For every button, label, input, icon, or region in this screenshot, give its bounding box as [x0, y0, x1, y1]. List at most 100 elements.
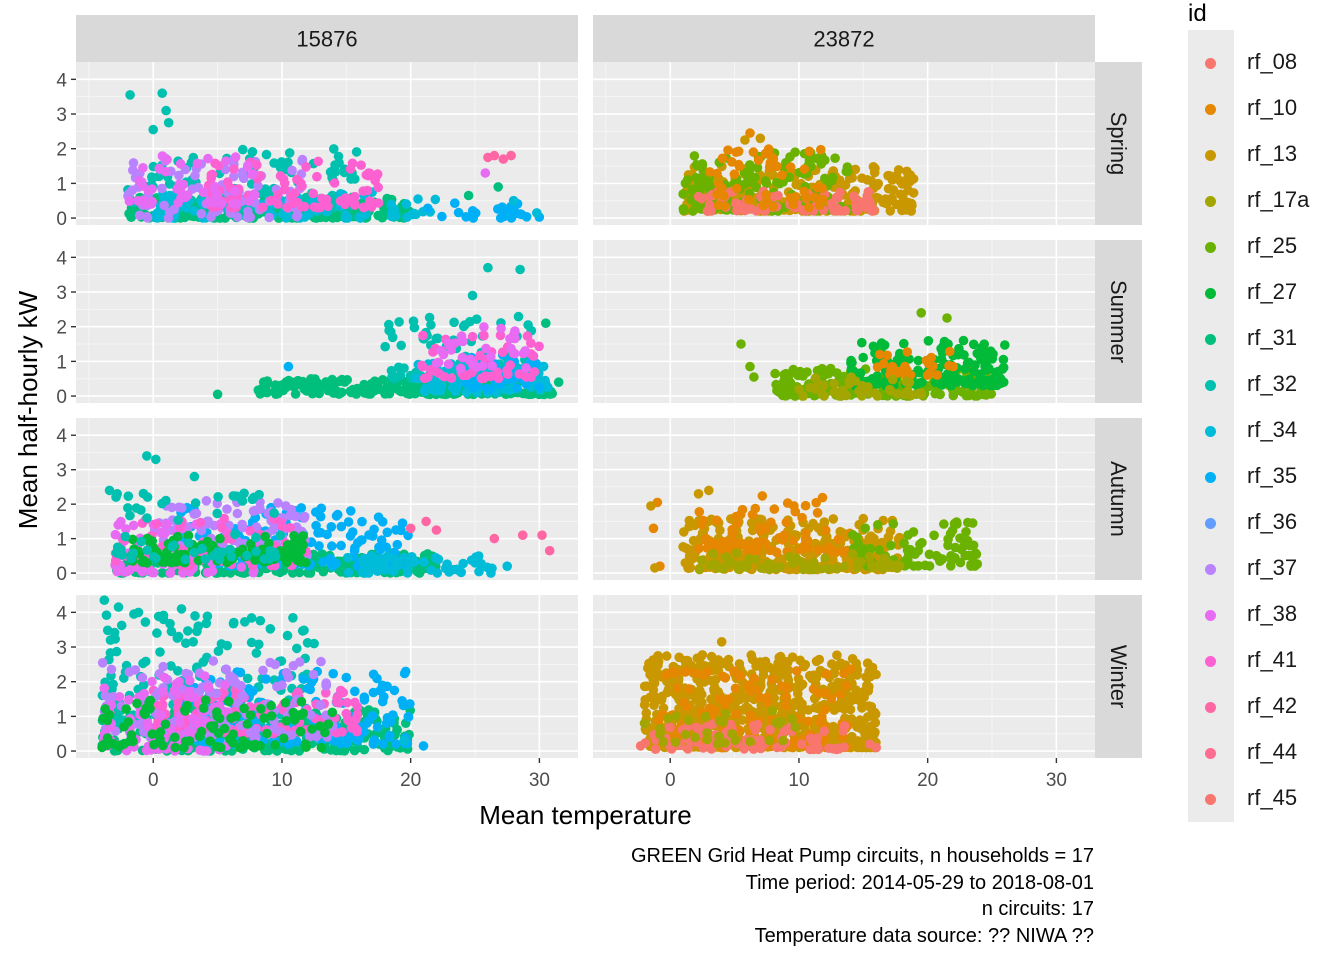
data-point [287, 165, 297, 176]
data-point [342, 213, 353, 223]
data-point [213, 492, 223, 502]
data-point [888, 519, 899, 529]
data-point [452, 564, 462, 575]
data-point [537, 530, 547, 540]
data-point [393, 362, 404, 373]
data-point [231, 491, 242, 502]
data-point [696, 519, 707, 530]
data-point [914, 388, 924, 399]
data-point [315, 511, 326, 522]
data-point [816, 144, 826, 155]
data-point [886, 386, 896, 396]
data-point [431, 333, 442, 344]
data-point [987, 354, 998, 364]
data-point [828, 514, 839, 524]
data-point [817, 492, 828, 503]
data-point [138, 488, 149, 499]
data-point [255, 615, 266, 626]
data-point [157, 498, 167, 509]
data-point [791, 192, 801, 202]
data-point [298, 674, 309, 684]
data-point [920, 560, 930, 571]
data-point [752, 162, 763, 173]
data-point [112, 489, 122, 499]
data-point [136, 505, 146, 515]
data-point [370, 175, 380, 186]
data-point [192, 158, 203, 169]
data-point [364, 568, 374, 578]
data-point [369, 735, 380, 745]
data-point [798, 391, 808, 401]
data-point [232, 508, 243, 519]
data-point [403, 711, 414, 722]
data-point [174, 179, 185, 189]
data-point [505, 360, 516, 370]
data-point [359, 695, 370, 705]
data-point [819, 391, 829, 401]
data-point [894, 200, 904, 210]
data-point [380, 341, 391, 352]
data-point [128, 158, 139, 168]
data-point [710, 559, 720, 570]
data-point [147, 173, 158, 184]
data-point [747, 177, 757, 187]
data-point [884, 171, 895, 181]
data-point [271, 389, 281, 400]
data-point [203, 153, 213, 164]
data-point [945, 346, 955, 357]
data-point [964, 540, 975, 551]
data-point [273, 189, 283, 200]
data-point [864, 551, 875, 562]
data-point [196, 209, 207, 219]
data-point [970, 561, 980, 571]
data-point [317, 193, 327, 204]
data-point [481, 343, 491, 354]
data-point [120, 531, 131, 542]
data-point [280, 697, 291, 708]
data-point [146, 197, 157, 207]
data-point [307, 388, 318, 399]
data-point [361, 170, 372, 180]
data-point [99, 739, 109, 750]
data-point [242, 550, 252, 561]
data-point [400, 666, 411, 677]
data-point [887, 374, 898, 385]
data-point [258, 202, 268, 213]
data-point [932, 370, 942, 380]
data-point [946, 551, 956, 561]
data-point [251, 648, 262, 658]
data-point [846, 355, 856, 366]
data-point [733, 159, 744, 170]
data-point [160, 520, 171, 530]
data-point [467, 331, 478, 342]
data-point [727, 529, 738, 539]
data-point [904, 177, 914, 188]
data-point [748, 147, 759, 157]
data-point [278, 381, 289, 391]
data-point [349, 546, 360, 556]
data-point [342, 552, 353, 563]
data-point [212, 508, 222, 519]
data-point [140, 617, 151, 627]
data-point [953, 374, 963, 385]
data-point [279, 178, 290, 189]
data-point [436, 345, 447, 356]
data-point [325, 167, 336, 177]
data-point [394, 317, 404, 327]
data-point [858, 352, 868, 363]
data-point [775, 562, 786, 572]
data-point [413, 194, 423, 204]
data-point [768, 201, 778, 212]
data-point [124, 695, 134, 705]
data-point [939, 519, 949, 529]
data-point [284, 148, 295, 158]
data-point [479, 322, 489, 332]
data-point [929, 530, 939, 541]
data-point [481, 383, 492, 394]
data-point [170, 732, 180, 743]
data-point [401, 199, 412, 209]
data-point [157, 183, 167, 194]
data-point [814, 197, 825, 207]
data-point [206, 721, 216, 731]
data-point [211, 688, 221, 699]
